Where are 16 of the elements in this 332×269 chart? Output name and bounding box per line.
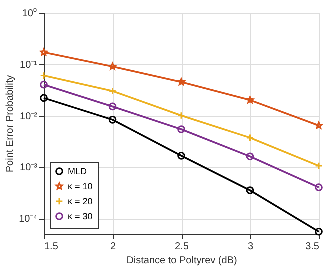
legend-label: κ = 30 — [68, 212, 93, 222]
y-tick-label: 10⁰ — [22, 8, 38, 20]
y-tick-label: 10⁻⁴ — [19, 214, 38, 226]
x-tick-label: 3.5 — [306, 242, 320, 252]
x-tick-label: 2 — [110, 242, 116, 252]
x-axis-title: Distance to Poltyrev (dB) — [126, 256, 238, 266]
legend-label: κ = 20 — [68, 196, 93, 206]
legend-label: MLD — [68, 166, 88, 176]
legend-label: κ = 10 — [68, 182, 93, 192]
x-tick-label: 2.5 — [175, 242, 190, 252]
y-tick-label: 10⁻¹ — [20, 60, 38, 71]
x-tick-label: 3 — [248, 242, 254, 252]
y-tick-label: 10⁻² — [20, 111, 38, 122]
y-tick-label: 10⁻³ — [20, 162, 38, 174]
x-tick-label: 1.5 — [44, 242, 59, 252]
y-axis-title: Point Error Probability — [5, 75, 16, 173]
